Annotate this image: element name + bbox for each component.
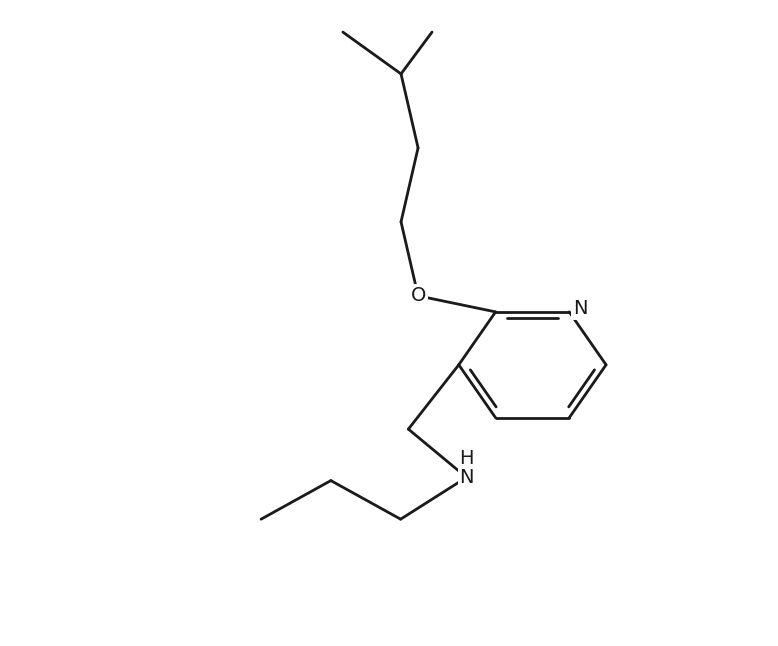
Text: H: H (459, 448, 474, 468)
Text: N: N (459, 468, 474, 487)
Text: N: N (573, 298, 587, 318)
Text: O: O (410, 286, 426, 306)
